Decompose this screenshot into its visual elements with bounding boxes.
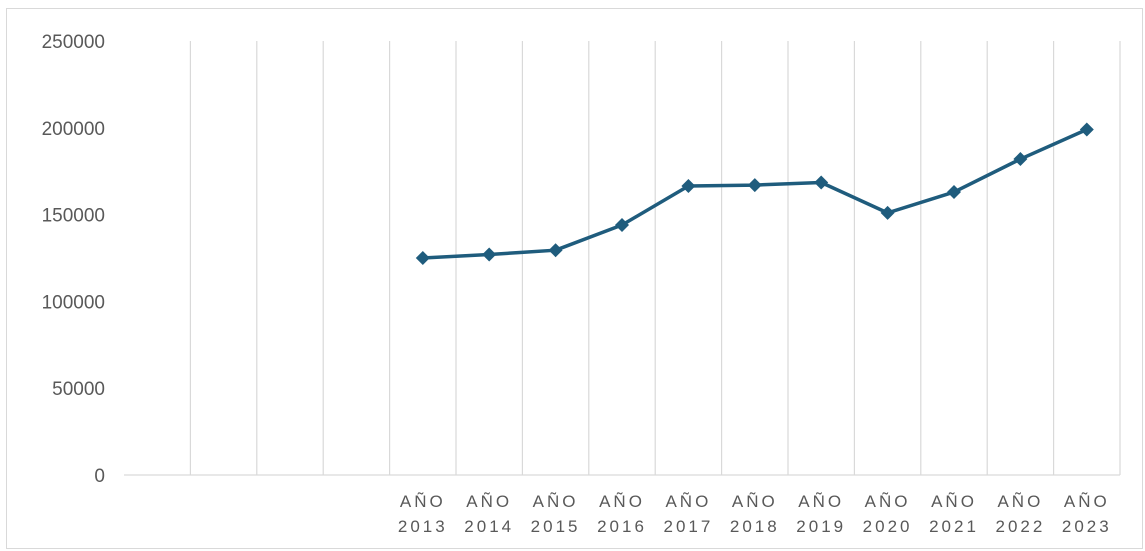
x-tick-label: 2017 bbox=[663, 517, 713, 536]
x-tick-label: AÑO bbox=[931, 492, 977, 511]
data-point-marker bbox=[1013, 152, 1028, 167]
y-tick-label: 50000 bbox=[52, 379, 105, 400]
x-tick-label: AÑO bbox=[798, 492, 844, 511]
y-tick-label: 100000 bbox=[42, 292, 105, 313]
x-tick-label: AÑO bbox=[533, 492, 579, 511]
x-tick-label: AÑO bbox=[1064, 492, 1110, 511]
series-layer bbox=[415, 122, 1094, 265]
data-point-marker bbox=[947, 185, 961, 200]
y-tick-label: 250000 bbox=[42, 32, 105, 53]
y-tick-label: 200000 bbox=[42, 119, 105, 140]
data-point-marker bbox=[548, 243, 563, 258]
data-point-marker bbox=[880, 205, 895, 220]
x-tick-label: 2014 bbox=[464, 517, 514, 536]
x-axis: AÑO 2013 AÑO 2014 AÑO 2015 AÑO 2016 AÑO 2017 AÑO 20… bbox=[398, 492, 1112, 536]
x-tick-label: 2019 bbox=[796, 517, 846, 536]
y-tick-label: 0 bbox=[94, 466, 105, 487]
x-tick-label: AÑO bbox=[466, 492, 512, 511]
gridlines bbox=[124, 41, 1121, 476]
x-tick-label: 2015 bbox=[531, 517, 581, 536]
x-tick-label: AÑO bbox=[997, 492, 1043, 511]
x-tick-label: 2022 bbox=[995, 517, 1045, 536]
x-tick-label: 2020 bbox=[863, 517, 913, 536]
y-tick-label: 150000 bbox=[42, 206, 105, 227]
data-point-marker bbox=[1079, 122, 1094, 137]
x-tick-label: AÑO bbox=[865, 492, 911, 511]
y-axis: 0 50000 100000 150000 200000 250000 bbox=[42, 32, 105, 487]
data-point-marker bbox=[814, 175, 829, 190]
data-point-marker bbox=[482, 247, 497, 262]
x-tick-label: AÑO bbox=[599, 492, 645, 511]
data-point-marker bbox=[681, 178, 696, 193]
data-point-marker bbox=[415, 251, 430, 265]
x-tick-label: 2021 bbox=[929, 517, 979, 536]
x-tick-label: AÑO bbox=[665, 492, 711, 511]
x-tick-label: 2013 bbox=[398, 517, 448, 536]
x-tick-label: 2016 bbox=[597, 517, 647, 536]
chart-frame bbox=[6, 8, 1143, 549]
x-tick-label: 2018 bbox=[730, 517, 780, 536]
x-tick-label: AÑO bbox=[732, 492, 778, 511]
x-tick-label: AÑO bbox=[400, 492, 446, 511]
data-point-marker bbox=[747, 178, 762, 193]
data-point-marker bbox=[615, 218, 629, 233]
x-tick-label: 2023 bbox=[1062, 517, 1112, 536]
